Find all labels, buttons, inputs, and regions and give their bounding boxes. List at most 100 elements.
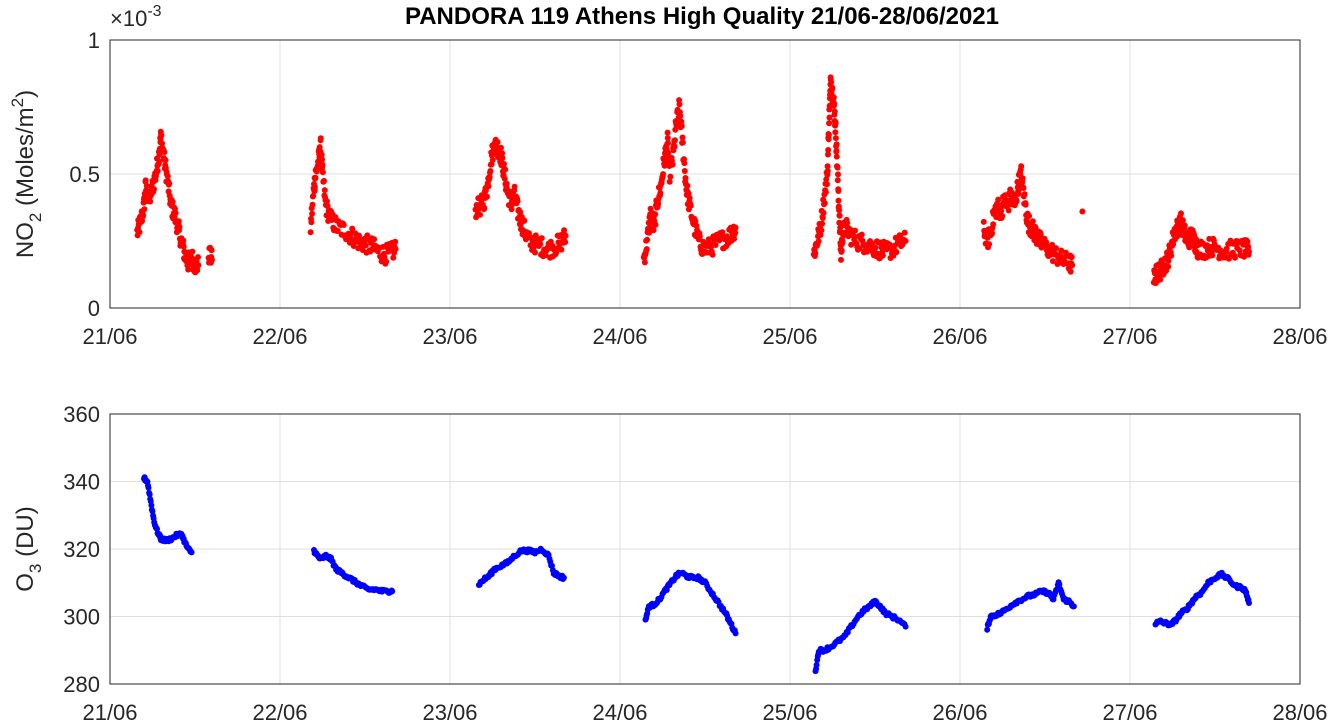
no2-data-point <box>209 256 215 263</box>
o3-x-tick-label: 26/06 <box>932 700 987 723</box>
no2-data-point <box>508 206 515 213</box>
no2-data-point <box>1244 238 1251 245</box>
no2-data-point <box>318 151 325 158</box>
no2-data-point <box>162 157 169 164</box>
no2-data-point <box>826 114 833 121</box>
no2-data-point <box>499 154 506 161</box>
no2-data-point <box>141 206 148 213</box>
no2-data-point <box>1005 207 1012 214</box>
no2-data-point <box>836 212 843 219</box>
no2-data-point <box>660 171 667 178</box>
no2-data-point <box>824 163 831 170</box>
no2-data-point <box>705 236 712 243</box>
no2-data-point <box>1053 245 1059 252</box>
no2-data-point <box>999 213 1006 219</box>
no2-data-point <box>1067 268 1074 275</box>
no2-data-point <box>812 250 819 257</box>
no2-data-point <box>677 113 684 119</box>
no2-exponent-base: ×10 <box>110 6 147 31</box>
o3-y-tick-label: 340 <box>63 470 100 495</box>
o3-data-point <box>1056 581 1063 588</box>
no2-data-point <box>828 79 835 86</box>
o3-data-point <box>732 630 739 637</box>
no2-data-point <box>679 134 686 141</box>
no2-data-point <box>833 148 840 154</box>
no2-exponent-label: ×10-3 <box>110 3 162 31</box>
no2-data-point <box>998 207 1005 214</box>
no2-data-point <box>901 229 908 236</box>
no2-data-point <box>879 252 886 259</box>
no2-data-point <box>166 180 173 187</box>
no2-data-point <box>1179 217 1186 224</box>
no2-data-point <box>678 123 685 129</box>
no2-data-point <box>195 254 201 261</box>
no2-data-point <box>324 198 330 205</box>
no2-data-point <box>831 100 838 107</box>
no2-data-point <box>180 237 187 244</box>
no2-data-point <box>831 108 838 115</box>
no2-data-point <box>517 209 524 216</box>
no2-data-point <box>664 135 671 141</box>
o3-y-tick-label: 360 <box>63 402 100 427</box>
no2-data-point <box>1157 276 1164 283</box>
o3-x-tick-label: 23/06 <box>422 700 477 723</box>
o3-y-tick-labels: 280 300 320 340 360 <box>63 402 100 697</box>
no2-data-point <box>685 190 692 197</box>
no2-data-point <box>669 161 676 168</box>
no2-data-point <box>646 229 653 236</box>
no2-data-point <box>834 177 841 184</box>
o3-gridlines <box>110 414 1300 684</box>
no2-data-point <box>172 210 179 216</box>
o3-y-axis-label: O3 (DU) <box>12 506 45 591</box>
no2-data-point <box>641 259 648 266</box>
no2-data-point <box>712 242 719 248</box>
no2-data-point <box>995 196 1002 203</box>
no2-data-point <box>1015 190 1022 197</box>
no2-data-point <box>158 132 165 139</box>
o3-data-point <box>813 662 820 668</box>
no2-data-point <box>652 221 659 228</box>
no2-data-point <box>319 169 326 176</box>
no2-data-point <box>553 245 560 252</box>
o3-y-tick-label: 280 <box>63 672 100 697</box>
o3-x-tick-label: 25/06 <box>762 700 817 723</box>
no2-data-point <box>825 136 832 143</box>
no2-data-point <box>819 215 826 221</box>
no2-data-point <box>1013 198 1020 204</box>
no2-data-point <box>309 201 316 208</box>
no2-data-point <box>321 187 328 194</box>
no2-data-point <box>1037 232 1044 238</box>
no2-data-point <box>489 157 496 163</box>
no2-data-point <box>823 176 830 183</box>
no2-data-point <box>1209 252 1216 259</box>
no2-data-point <box>708 244 714 250</box>
no2-data-point <box>185 266 192 273</box>
no2-data-point <box>349 225 356 232</box>
no2-data-point <box>340 222 347 228</box>
o3-data-point <box>148 502 155 509</box>
no2-data-point <box>1178 210 1184 217</box>
no2-data-point <box>1029 218 1036 225</box>
no2-data-point <box>665 150 672 156</box>
no2-data-point <box>537 241 544 248</box>
o3-x-tick-label: 28/06 <box>1272 700 1327 723</box>
no2-data-point <box>542 252 549 259</box>
no2-data-point <box>169 198 176 205</box>
no2-data-point <box>1068 254 1075 260</box>
no2-data-point <box>481 205 488 212</box>
no2-data-point <box>194 267 201 274</box>
no2-data-point <box>308 219 315 226</box>
no2-ylabel-main: NO <box>12 222 39 258</box>
no2-x-tick-label: 24/06 <box>592 324 647 349</box>
no2-data-point <box>902 238 909 244</box>
o3-data-point <box>389 588 396 595</box>
no2-data-point <box>684 182 691 189</box>
no2-data-point <box>1226 255 1232 262</box>
o3-data-point <box>145 484 152 491</box>
no2-data-point <box>1069 262 1076 269</box>
no2-data-point <box>825 147 832 153</box>
no2-data-point <box>686 195 693 201</box>
chart-title: PANDORA 119 Athens High Quality 21/06-28… <box>405 3 999 30</box>
no2-data-point <box>309 210 316 217</box>
